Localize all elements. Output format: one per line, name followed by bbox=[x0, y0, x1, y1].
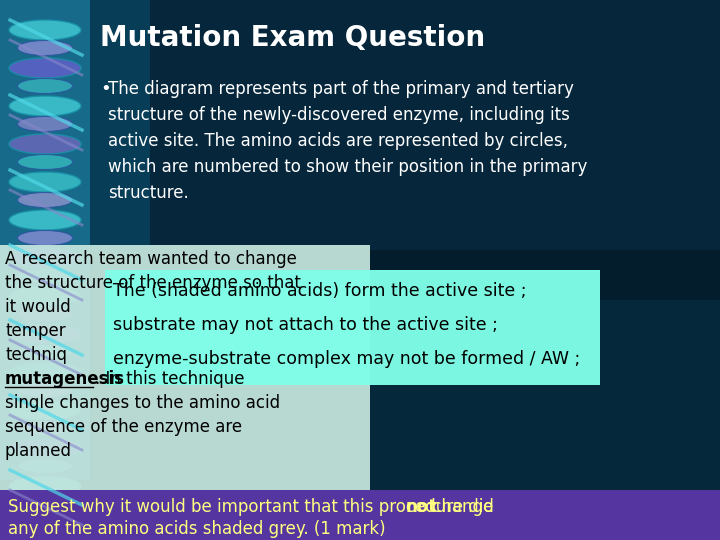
Text: structure.: structure. bbox=[108, 184, 189, 202]
Ellipse shape bbox=[9, 324, 81, 344]
Text: temper: temper bbox=[5, 322, 66, 340]
Ellipse shape bbox=[9, 172, 81, 192]
Text: sequence of the enzyme are: sequence of the enzyme are bbox=[5, 418, 242, 436]
Bar bbox=[0, 250, 720, 540]
Ellipse shape bbox=[9, 438, 81, 458]
Text: substrate may not attach to the active site ;: substrate may not attach to the active s… bbox=[113, 316, 498, 334]
Text: change: change bbox=[427, 498, 493, 516]
Text: enzyme-substrate complex may not be formed / AW ;: enzyme-substrate complex may not be form… bbox=[113, 350, 580, 368]
Ellipse shape bbox=[9, 286, 81, 306]
Bar bbox=[150, 0, 720, 300]
Bar bbox=[105, 270, 600, 385]
Text: •: • bbox=[100, 80, 111, 98]
Ellipse shape bbox=[17, 382, 73, 397]
Text: it would: it would bbox=[5, 298, 71, 316]
Bar bbox=[0, 490, 720, 540]
Text: mutagenesis: mutagenesis bbox=[5, 370, 125, 388]
Text: . In this technique: . In this technique bbox=[95, 370, 245, 388]
Ellipse shape bbox=[17, 192, 73, 207]
Text: any of the amino acids shaded grey. (1 mark): any of the amino acids shaded grey. (1 m… bbox=[8, 520, 386, 538]
Ellipse shape bbox=[17, 40, 73, 56]
Text: techniq: techniq bbox=[5, 346, 67, 364]
Bar bbox=[0, 0, 90, 480]
Ellipse shape bbox=[9, 210, 81, 230]
Ellipse shape bbox=[9, 58, 81, 78]
Ellipse shape bbox=[17, 307, 73, 321]
Text: which are numbered to show their position in the primary: which are numbered to show their positio… bbox=[108, 158, 588, 176]
Text: the structure of the enzyme so that: the structure of the enzyme so that bbox=[5, 274, 301, 292]
Ellipse shape bbox=[9, 362, 81, 382]
Ellipse shape bbox=[9, 248, 81, 268]
Text: planned: planned bbox=[5, 442, 72, 460]
Text: A research team wanted to change: A research team wanted to change bbox=[5, 250, 297, 268]
Ellipse shape bbox=[17, 458, 73, 474]
Text: Mutation Exam Question: Mutation Exam Question bbox=[100, 24, 485, 52]
Ellipse shape bbox=[9, 476, 81, 496]
Text: active site. The amino acids are represented by circles,: active site. The amino acids are represe… bbox=[108, 132, 568, 150]
Text: single changes to the amino acid: single changes to the amino acid bbox=[5, 394, 280, 412]
Ellipse shape bbox=[17, 117, 73, 132]
Text: not: not bbox=[405, 498, 436, 516]
Ellipse shape bbox=[9, 134, 81, 154]
Ellipse shape bbox=[17, 78, 73, 93]
Text: Suggest why it would be important that this procedure did: Suggest why it would be important that t… bbox=[8, 498, 499, 516]
Ellipse shape bbox=[17, 345, 73, 360]
Ellipse shape bbox=[17, 268, 73, 284]
Ellipse shape bbox=[17, 231, 73, 246]
Ellipse shape bbox=[17, 496, 73, 511]
Ellipse shape bbox=[17, 154, 73, 170]
Bar bbox=[0, 245, 370, 490]
Ellipse shape bbox=[17, 421, 73, 435]
Text: structure of the newly-discovered enzyme, including its: structure of the newly-discovered enzyme… bbox=[108, 106, 570, 124]
Ellipse shape bbox=[9, 96, 81, 116]
Ellipse shape bbox=[9, 400, 81, 420]
Text: The (shaded amino acids) form the active site ;: The (shaded amino acids) form the active… bbox=[113, 282, 526, 300]
Text: The diagram represents part of the primary and tertiary: The diagram represents part of the prima… bbox=[108, 80, 574, 98]
Ellipse shape bbox=[9, 20, 81, 40]
